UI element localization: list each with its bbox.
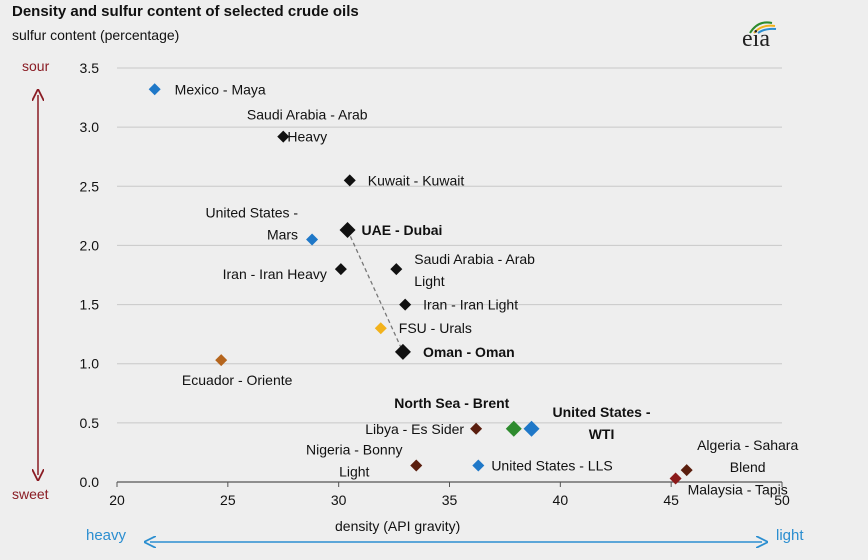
logo-text: eia [742,26,770,52]
point-label: United States - LLS [491,457,612,473]
point-label: Algeria - Sahara Blend [697,437,798,475]
data-point [399,298,412,311]
y-tick-label: 1.0 [80,356,100,372]
logo-sun-icon [749,21,777,34]
data-point [669,472,682,485]
data-point [523,420,540,437]
y-axis-label: sulfur content (percentage) [12,27,180,43]
y-tick-label: 2.5 [80,178,100,194]
x-tick-label: 50 [774,492,790,508]
data-point [339,222,356,239]
point-label: Mexico - Maya [175,81,266,97]
x-tick-label: 45 [663,492,679,508]
data-point [306,233,319,246]
x-tick-label: 35 [442,492,458,508]
x-tick-label: 40 [553,492,569,508]
dubai-oman-link [346,229,404,353]
data-point [374,322,387,335]
y-tick-label: 3.5 [80,60,100,76]
point-label: Saudi Arabia - Arab Light [414,251,535,289]
x-tick-label: 30 [331,492,347,508]
data-point [277,130,290,143]
point-label: Malaysia - Tapis [688,481,788,497]
data-point [343,174,356,187]
point-label: Nigeria - Bonny Light [306,441,403,479]
point-label: United States -WTI [553,404,651,442]
point-label: Kuwait - Kuwait [368,172,465,188]
x-axis-label: density (API gravity) [335,518,461,534]
y-tick-label: 0.0 [80,474,100,490]
sour-label: sour [22,58,50,74]
data-point [680,464,693,477]
point-label: Iran - Iran Heavy [223,266,327,282]
point-label: Libya - Es Sider [365,421,464,437]
light-label: light [776,527,804,544]
data-point [472,459,485,472]
data-point [394,343,411,360]
data-point [148,83,161,96]
data-point [334,263,347,276]
point-label: Oman - Oman [423,344,515,360]
x-tick-label: 20 [109,492,125,508]
point-label: Ecuador - Oriente [182,372,293,388]
y-tick-label: 3.0 [80,119,100,135]
point-label: Saudi Arabia - Arab Heavy [247,107,368,145]
eia-logo: eia [742,20,788,52]
x-tick-label: 25 [220,492,236,508]
data-point [505,420,522,437]
data-point [390,263,403,276]
heavy-label: heavy [86,527,127,544]
y-tick-label: 0.5 [80,415,100,431]
point-label: FSU - Urals [399,320,472,336]
point-label: Iran - Iran Light [423,297,518,313]
data-point [470,422,483,435]
chart-title: Density and sulfur content of selected c… [12,3,359,20]
point-label: North Sea - Brent [394,395,509,411]
y-tick-label: 1.5 [80,297,100,313]
data-point [410,459,423,472]
sweet-label: sweet [12,486,49,502]
point-label: United States -Mars [205,205,298,243]
y-tick-label: 2.0 [80,237,100,253]
point-label: UAE - Dubai [362,222,443,238]
data-point [215,354,228,367]
